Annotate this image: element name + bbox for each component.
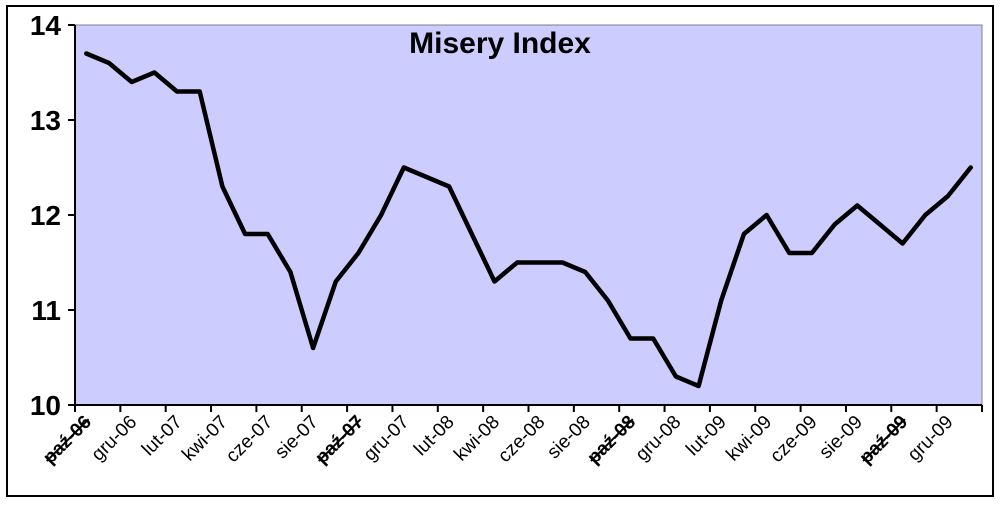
x-tick-label: kwi-08 xyxy=(450,412,504,466)
x-tick-label: paź-08 xyxy=(583,412,640,469)
plot-area xyxy=(74,24,983,406)
x-tick-label: cze-08 xyxy=(494,412,549,467)
x-tick-label: gru-06 xyxy=(88,412,142,466)
y-tick-label: 14 xyxy=(30,10,62,41)
chart-title: Misery Index xyxy=(409,27,591,60)
x-tick-label: cze-09 xyxy=(766,412,821,467)
x-tick-label: paź-09 xyxy=(856,412,913,469)
x-tick-label: paź-07 xyxy=(311,412,368,469)
x-tick-label: kwi-07 xyxy=(178,412,232,466)
x-tick-label: gru-09 xyxy=(904,412,958,466)
x-tick-label: gru-08 xyxy=(632,412,686,466)
y-tick-label: 13 xyxy=(30,105,61,136)
plot-background xyxy=(74,24,983,406)
x-tick-label: gru-07 xyxy=(360,412,414,466)
misery-index-line xyxy=(84,51,973,389)
y-tick-label: 12 xyxy=(30,200,61,231)
chart-outer-border xyxy=(6,5,994,497)
x-tick-label: cze-07 xyxy=(222,412,277,467)
x-tick-label: kwi-09 xyxy=(722,412,776,466)
x-axis: paź-06gru-06lut-07kwi-07cze-07sie-07paź-… xyxy=(39,404,983,469)
y-axis: 14 13 12 11 10 xyxy=(30,10,76,421)
data-series xyxy=(84,51,973,389)
y-tick-label: 11 xyxy=(31,295,61,326)
y-tick-label: 10 xyxy=(30,390,61,421)
